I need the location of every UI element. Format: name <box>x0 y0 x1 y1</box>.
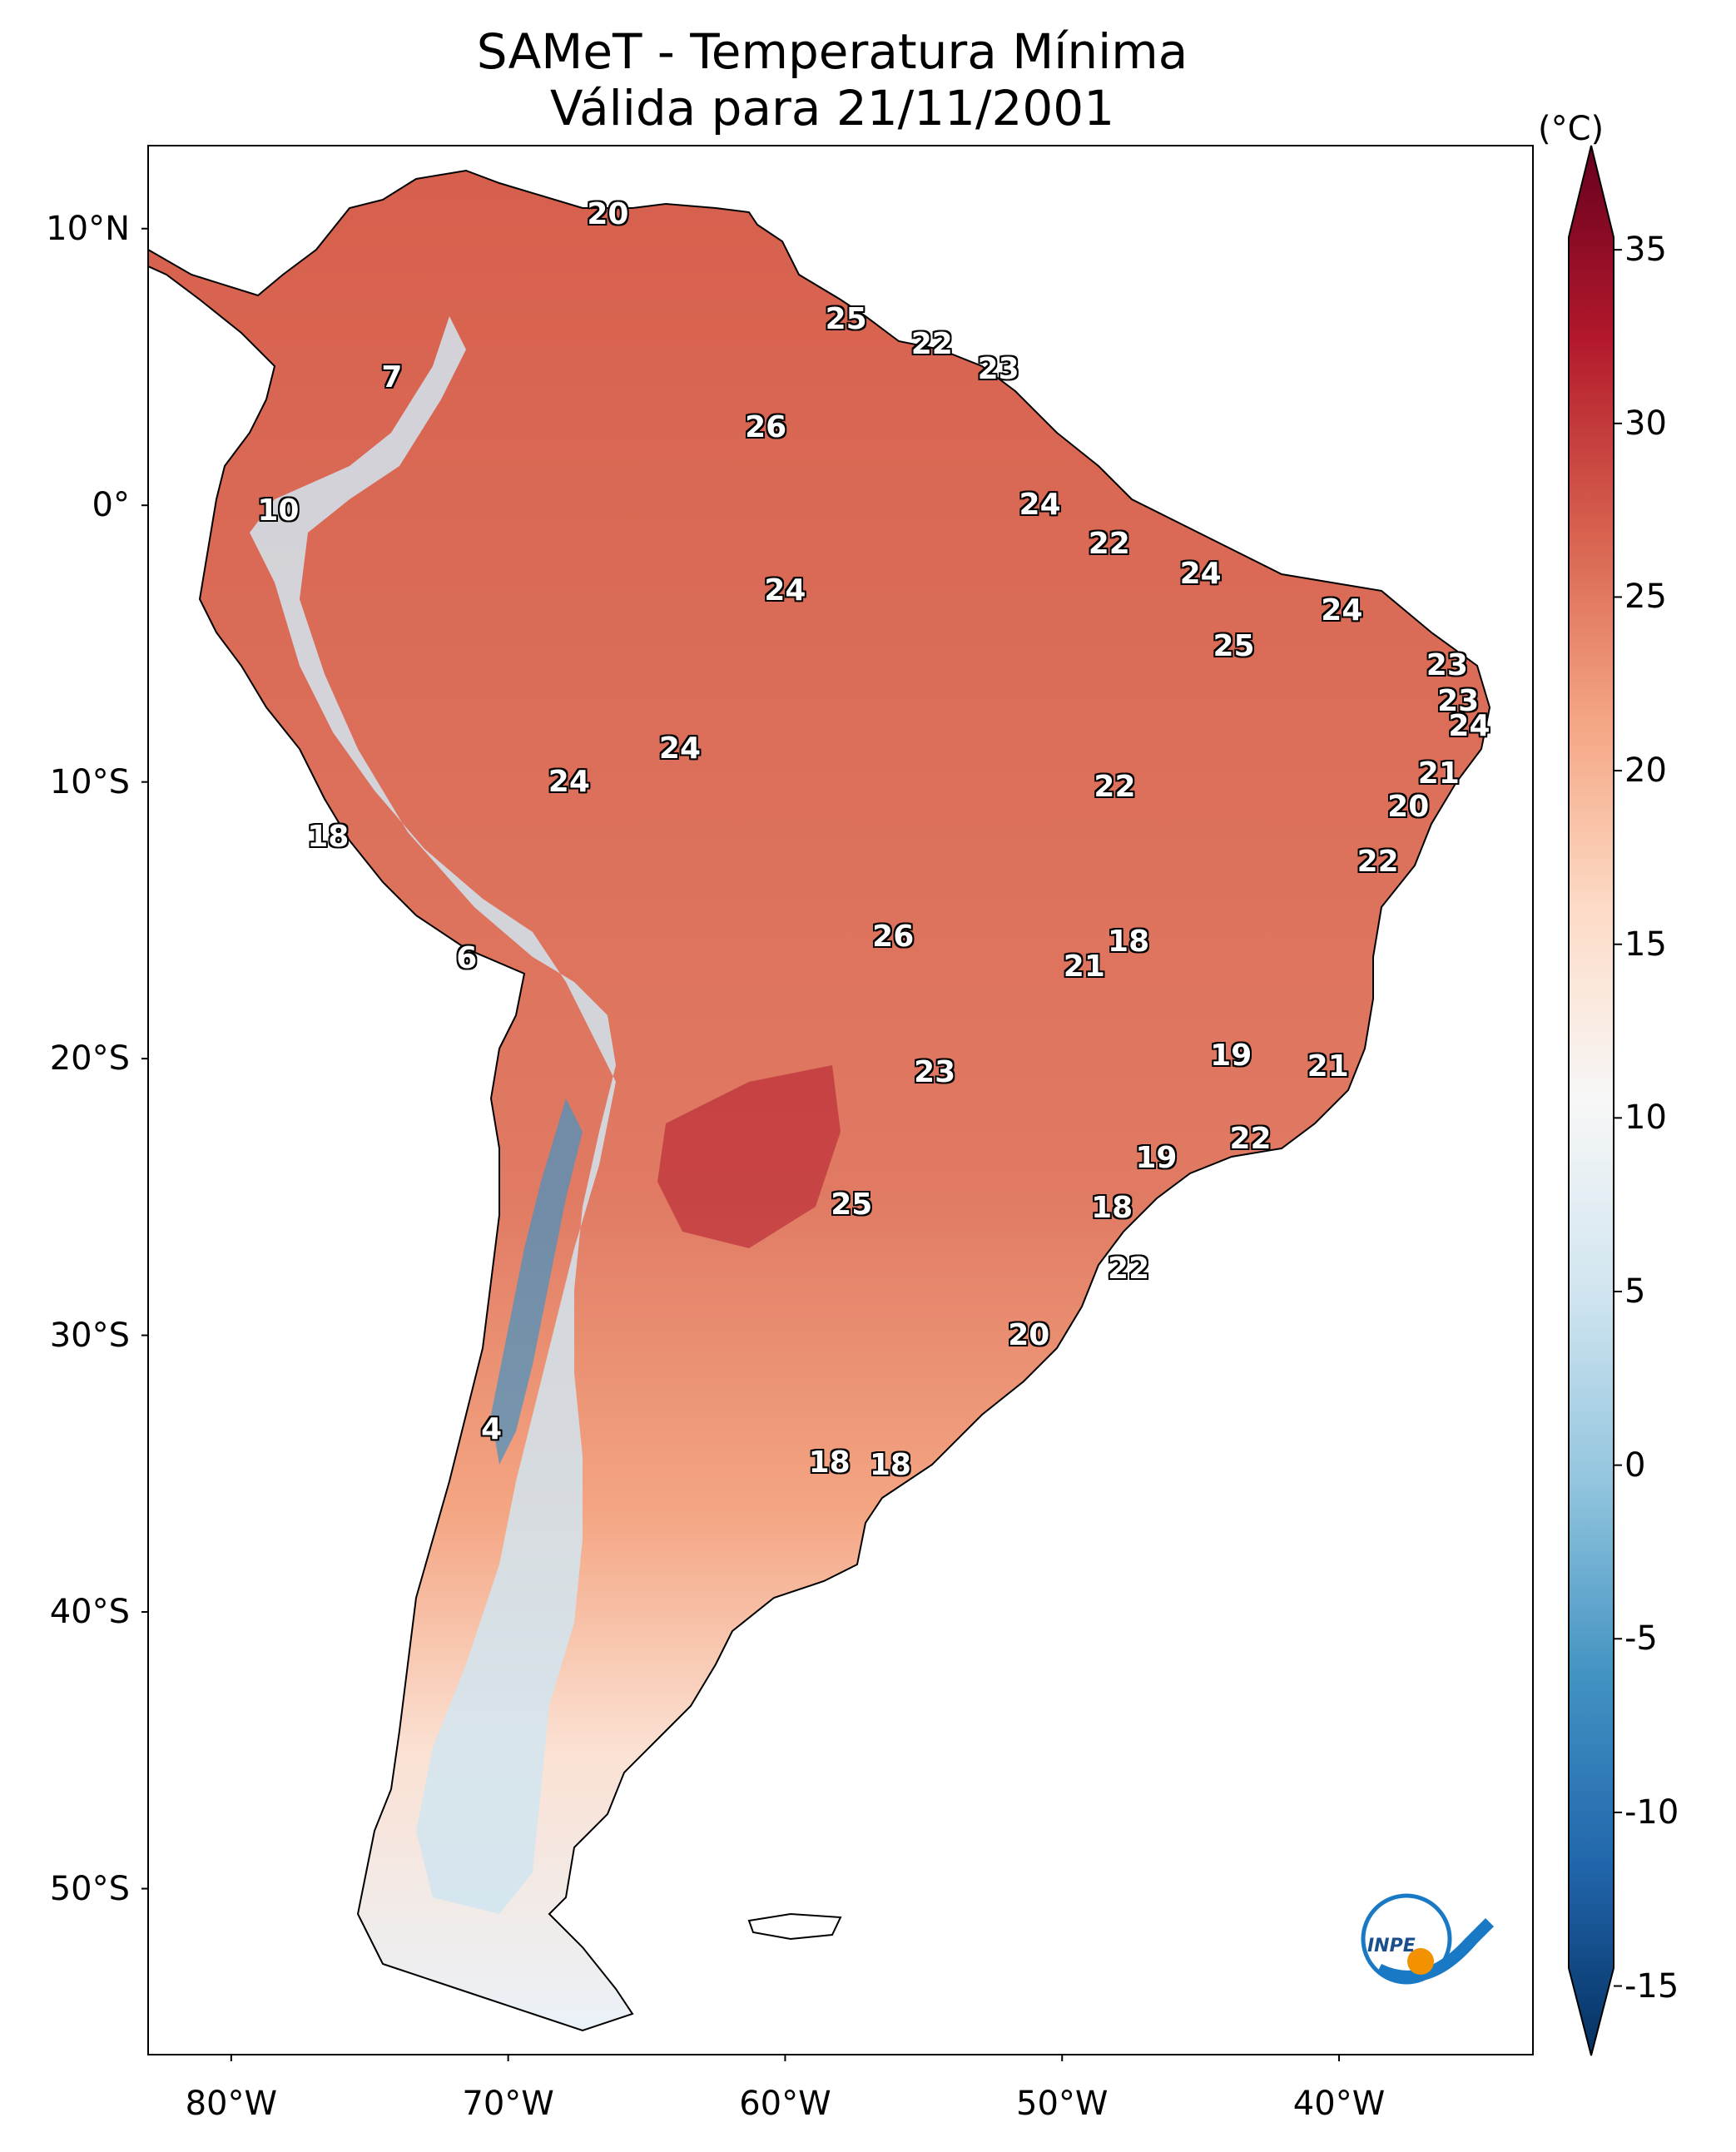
station-value: 22 <box>1088 526 1130 561</box>
colorbar-ticks <box>1614 249 1622 1987</box>
colorbar-body <box>1568 145 1614 2056</box>
station-value: 19 <box>1210 1038 1252 1073</box>
lon-label: 70°W <box>462 2085 554 2123</box>
station-value: 20 <box>1008 1317 1050 1352</box>
station-value: 22 <box>1229 1121 1272 1156</box>
lat-label: 10°N <box>46 209 130 248</box>
lon-label: 60°W <box>739 2085 831 2123</box>
lon-label: 50°W <box>1016 2085 1109 2123</box>
map-area <box>148 169 1491 2032</box>
colorbar-tick-label: 0 <box>1624 1445 1646 1485</box>
logo-orange-dot-icon <box>1407 1948 1434 1975</box>
lat-label: 30°S <box>49 1316 130 1355</box>
station-value: 26 <box>745 410 787 445</box>
colorbar-tick-label: 35 <box>1624 231 1667 270</box>
station-value: 6 <box>456 941 478 976</box>
station-value: 23 <box>1437 684 1480 719</box>
station-value: 20 <box>1387 789 1430 824</box>
station-value: 18 <box>808 1445 851 1480</box>
falkland-islands <box>747 1912 842 1941</box>
colorbar-tick-label: 30 <box>1624 404 1667 443</box>
colorbar-tick-label: 10 <box>1624 1098 1667 1138</box>
logo-swoosh-icon <box>1377 1918 1494 1982</box>
colorbar-tick-label: -15 <box>1624 1966 1679 2006</box>
station-value: 25 <box>1213 628 1255 663</box>
station-value: 18 <box>1108 925 1150 959</box>
station-value: 24 <box>1321 593 1363 627</box>
colorbar-tick-label: 15 <box>1624 925 1667 964</box>
station-value: 21 <box>1307 1049 1349 1084</box>
station-value: 22 <box>1094 770 1136 805</box>
station-value: 24 <box>658 731 702 766</box>
andes-coldest-core <box>491 1098 583 1465</box>
station-value: 22 <box>1108 1251 1150 1286</box>
logo-ring-icon <box>1361 1893 1452 1985</box>
station-value: 7 <box>381 360 403 395</box>
station-value: 25 <box>825 302 867 337</box>
lon-label: 40°W <box>1292 2085 1386 2123</box>
colorbar-unit: (°C) <box>1538 110 1605 148</box>
colorbar <box>1568 145 1622 2056</box>
station-value: 23 <box>914 1054 956 1089</box>
station-value: 18 <box>1091 1190 1133 1225</box>
lat-label: 20°S <box>49 1039 130 1078</box>
station-value: 26 <box>872 919 915 954</box>
station-value: 19 <box>1135 1140 1178 1175</box>
inpe-logo: INPE <box>1361 1893 1494 1985</box>
map-frame <box>147 145 1534 2055</box>
station-value: 24 <box>548 764 590 799</box>
station-value: 24 <box>1019 488 1061 523</box>
lat-label: 40°S <box>49 1593 130 1632</box>
logo-text: INPE <box>1367 1936 1416 1956</box>
station-value: 20 <box>587 197 629 232</box>
colorbar-tick-label: -5 <box>1624 1619 1658 1659</box>
station-value: 24 <box>764 573 806 608</box>
station-value: 21 <box>1063 950 1105 984</box>
andes-cold-band <box>250 316 616 1914</box>
colorbar-tick-label: 5 <box>1624 1272 1646 1311</box>
colorbar-tick-label: -10 <box>1624 1793 1679 1832</box>
station-value: 18 <box>307 820 350 855</box>
lon-label: 80°W <box>185 2085 278 2123</box>
lat-label: 0° <box>92 486 130 525</box>
station-value: 22 <box>1357 845 1399 880</box>
station-value: 4 <box>481 1411 503 1446</box>
station-value: 23 <box>1426 648 1468 683</box>
station-value: 21 <box>1417 756 1460 791</box>
station-value: 24 <box>1179 557 1222 592</box>
station-value: 25 <box>831 1188 873 1222</box>
lat-label: 10°S <box>49 762 130 801</box>
paraguay-warm-core <box>657 1065 841 1248</box>
station-value: 22 <box>910 327 953 362</box>
station-value: 24 <box>1448 709 1490 744</box>
map-title: SAMeT - Temperatura Mínima <box>476 23 1188 80</box>
station-value: 23 <box>977 352 1019 387</box>
colorbar-tick-label: 20 <box>1624 751 1667 791</box>
station-value: 10 <box>257 493 300 528</box>
map-subtitle: Válida para 21/11/2001 <box>549 80 1115 136</box>
colorbar-tick-label: 25 <box>1624 578 1667 617</box>
axis-ticks <box>141 227 1341 2061</box>
lat-label: 50°S <box>49 1869 130 1908</box>
station-value: 18 <box>869 1447 911 1482</box>
